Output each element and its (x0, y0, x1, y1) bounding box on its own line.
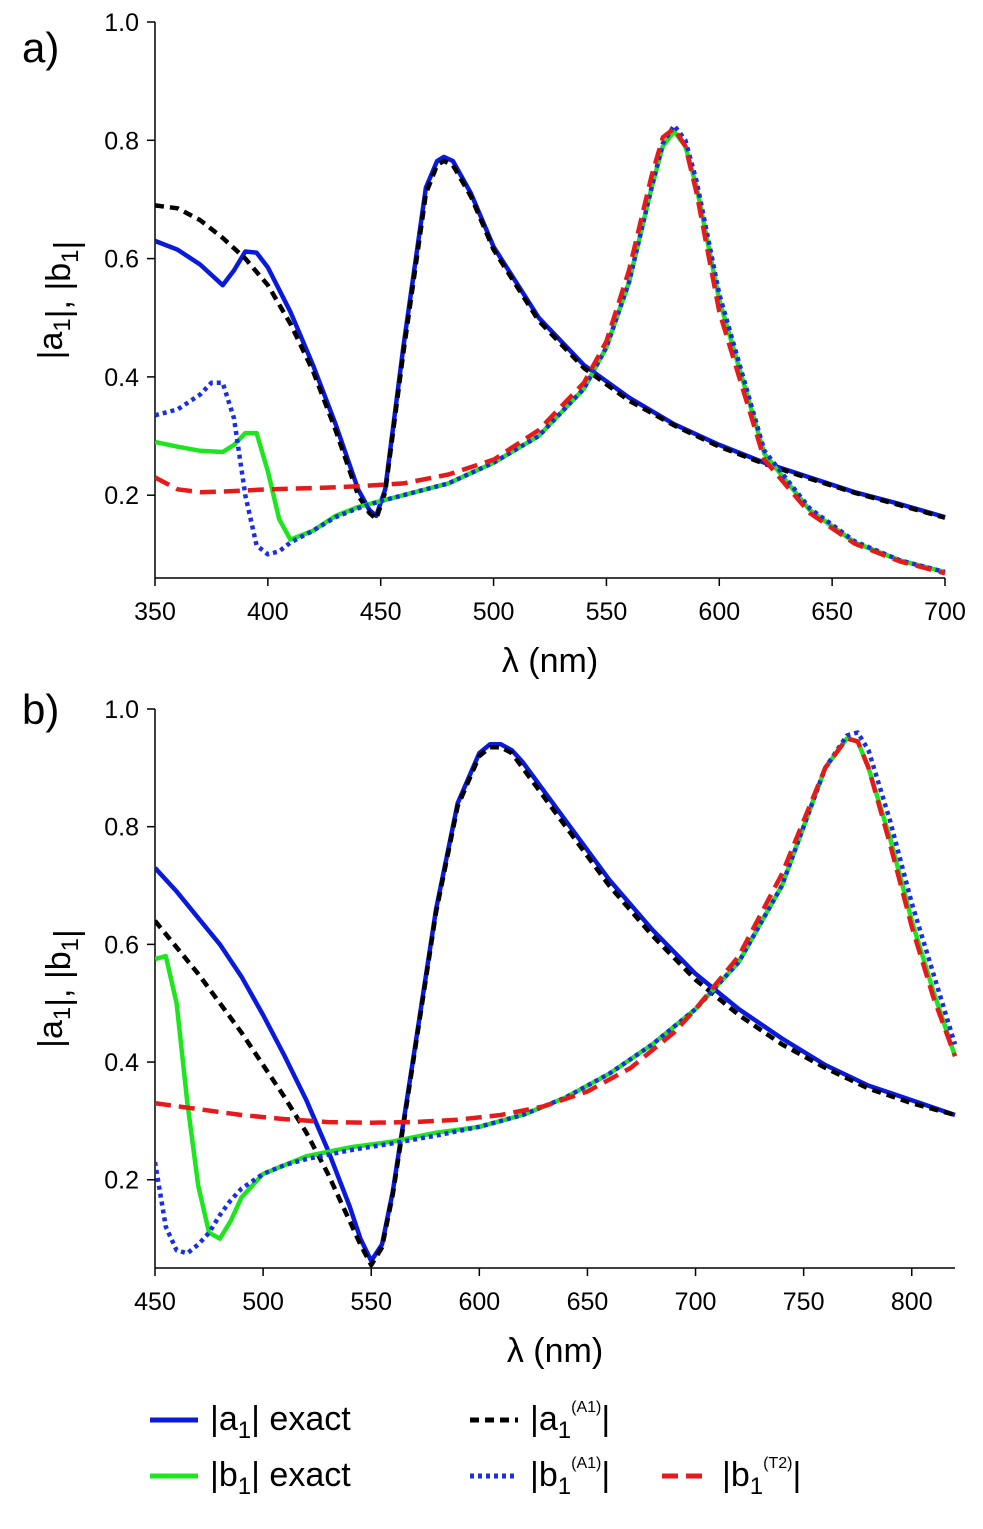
legend-symbol: a (219, 1400, 238, 1438)
legend-subscript: 1 (750, 1473, 763, 1500)
legend-bar: | (722, 1456, 731, 1494)
legend-superscript: (T2) (763, 1455, 792, 1472)
legend-superscript: (A1) (571, 1399, 601, 1416)
legend-label-b1_T2: |b1(T2)| (722, 1455, 801, 1500)
x-tick-label: 750 (783, 1288, 825, 1316)
y-tick-label: 1.0 (104, 9, 139, 37)
x-tick-label: 400 (247, 598, 289, 626)
series-line-a1_A1 (155, 744, 956, 1268)
legend-bar: | (601, 1456, 610, 1494)
legend-subscript: 1 (238, 1473, 251, 1500)
x-tick-label: 800 (891, 1288, 933, 1316)
legend-bar: | (210, 1400, 219, 1438)
legend-bar: | (251, 1400, 260, 1438)
y-tick-label: 0.8 (104, 127, 139, 155)
series-line-b1_A1 (155, 123, 946, 575)
x-tick-label: 550 (350, 1288, 392, 1316)
y-tick-label: 0.4 (104, 1049, 139, 1077)
series-line-b1_exact (155, 129, 946, 575)
x-tick-label: 700 (675, 1288, 717, 1316)
legend-bar: | (210, 1456, 219, 1494)
series-line-a1_exact (155, 742, 956, 1264)
x-tick-label: 450 (134, 1288, 176, 1316)
legend-symbol: b (219, 1456, 238, 1494)
legend-bar: | (251, 1456, 260, 1494)
y-axis-label-part: |, |b (40, 263, 78, 318)
series-line-a1_exact (155, 154, 946, 520)
y-tick-label: 0.6 (104, 246, 139, 274)
legend-superscript: (A1) (571, 1455, 601, 1472)
x-axis-label: λ (nm) (507, 1332, 603, 1370)
legend-label-a1_A1: |a1(A1)| (530, 1399, 610, 1444)
panel-label: b) (22, 686, 59, 733)
y-tick-label: 0.8 (104, 814, 139, 842)
legend-subscript: 1 (558, 1473, 571, 1500)
legend-symbol: b (539, 1456, 558, 1494)
y-axis-label-sub: 1 (49, 1007, 76, 1020)
y-tick-label: 0.2 (104, 482, 139, 510)
x-tick-label: 500 (242, 1288, 284, 1316)
x-tick-label: 700 (924, 598, 966, 626)
legend-symbol: a (539, 1400, 558, 1438)
legend-suffix: exact (260, 1456, 351, 1494)
y-axis-label-part: | (48, 929, 86, 938)
legend-symbol: b (731, 1456, 750, 1494)
x-tick-label: 450 (360, 598, 402, 626)
legend: |a1| exact |a1(A1)||b1| exact |b1(A1)| |b1(… (150, 1399, 801, 1500)
x-tick-label: 650 (811, 598, 853, 626)
x-tick-label: 500 (473, 598, 515, 626)
y-axis-label-part: |a (32, 1020, 70, 1048)
y-tick-label: 0.4 (104, 364, 139, 392)
panel-a-chart: 0.2 0.4 0.6 0.8 1.0 350 400 450 500 550 600 650 700 a… (22, 9, 966, 680)
legend-label-a1_exact: |a1| exact (210, 1400, 351, 1444)
y-axis-label-sub: 1 (57, 249, 84, 262)
x-tick-label: 650 (567, 1288, 609, 1316)
legend-bar: | (601, 1400, 610, 1438)
series-line-a1_A1 (155, 158, 946, 522)
y-tick-label: 0.2 (104, 1167, 139, 1195)
series-line-b1_T2 (155, 736, 957, 1125)
panel-b-chart: 0.2 0.4 0.6 0.8 1.0 450 500 550 600 650 700 750 800 b… (22, 686, 957, 1370)
x-tick-label: 600 (698, 598, 740, 626)
y-tick-label: 1.0 (104, 696, 139, 724)
legend-bar: | (792, 1456, 801, 1494)
y-axis-label-sub: 1 (57, 938, 84, 951)
legend-bar: | (530, 1456, 539, 1494)
y-axis-label-sub: 1 (49, 318, 76, 331)
legend-suffix: exact (260, 1400, 351, 1438)
y-axis-label-part: | (48, 241, 86, 250)
series-line-b1_T2 (155, 126, 946, 576)
legend-subscript: 1 (238, 1417, 251, 1444)
y-axis-label: |a1|, |b1| (32, 929, 86, 1048)
series-line-b1_A1 (155, 730, 957, 1256)
panel-label: a) (22, 24, 59, 71)
x-axis-label: λ (nm) (502, 642, 598, 680)
x-tick-label: 350 (134, 598, 176, 626)
y-axis-label-part: |a (32, 332, 70, 360)
legend-bar: | (530, 1400, 539, 1438)
x-tick-label: 550 (586, 598, 628, 626)
legend-subscript: 1 (558, 1417, 571, 1444)
y-tick-label: 0.6 (104, 931, 139, 959)
y-axis-label: |a1|, |b1| (32, 241, 86, 360)
y-axis-label-part: |, |b (40, 951, 78, 1006)
legend-label-b1_exact: |b1| exact (210, 1456, 351, 1500)
x-tick-label: 600 (458, 1288, 500, 1316)
legend-label-b1_A1: |b1(A1)| (530, 1455, 610, 1500)
